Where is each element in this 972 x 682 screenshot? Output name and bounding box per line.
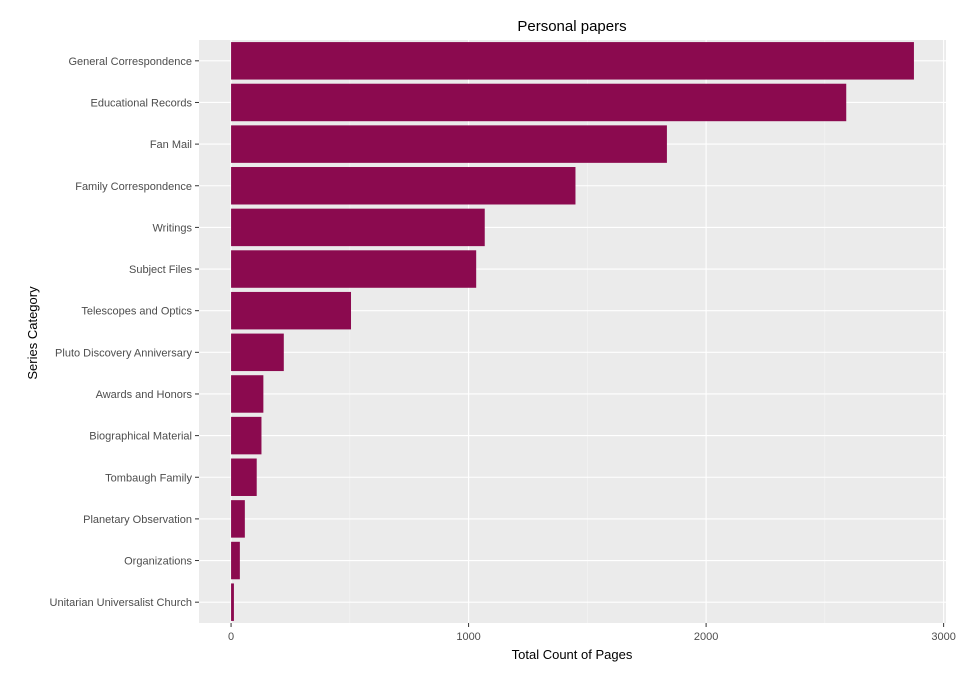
bar bbox=[231, 375, 264, 413]
bar bbox=[231, 83, 847, 122]
y-tick-label: Subject Files bbox=[129, 264, 192, 276]
bar bbox=[231, 458, 257, 496]
y-tick-label: Planetary Observation bbox=[83, 514, 192, 526]
bar bbox=[231, 250, 477, 288]
x-tick-label: 2000 bbox=[694, 631, 718, 643]
bar bbox=[231, 208, 485, 247]
y-tick-label: Awards and Honors bbox=[96, 389, 193, 401]
y-tick-label: Fan Mail bbox=[150, 139, 192, 151]
y-tick-label: Writings bbox=[152, 222, 192, 234]
x-axis-ticks: 0 1000 2000 3000 bbox=[228, 623, 956, 643]
x-axis-title: Total Count of Pages bbox=[512, 647, 633, 662]
bar bbox=[231, 291, 352, 330]
bar bbox=[231, 167, 576, 205]
bar bbox=[231, 541, 240, 580]
y-tick-label: Organizations bbox=[124, 556, 192, 568]
y-axis-ticks: General Correspondence Educational Record… bbox=[50, 56, 199, 609]
y-tick-label: Telescopes and Optics bbox=[81, 306, 192, 318]
y-tick-label: Pluto Discovery Anniversary bbox=[55, 347, 192, 359]
x-tick-label: 1000 bbox=[456, 631, 480, 643]
bar bbox=[231, 42, 914, 80]
chart-title: Personal papers bbox=[517, 18, 626, 35]
x-tick-label: 3000 bbox=[931, 631, 955, 643]
bar bbox=[231, 583, 234, 621]
y-tick-label: Educational Records bbox=[90, 97, 192, 109]
y-axis-title: Series Category bbox=[25, 286, 40, 380]
y-tick-label: Biographical Material bbox=[89, 431, 192, 443]
y-tick-label: General Correspondence bbox=[68, 56, 192, 68]
bar bbox=[231, 500, 245, 538]
bar bbox=[231, 125, 667, 163]
bars bbox=[231, 42, 914, 621]
y-tick-label: Tombaugh Family bbox=[105, 472, 192, 484]
y-tick-label: Unitarian Universalist Church bbox=[50, 597, 192, 609]
bar bbox=[231, 416, 262, 455]
x-tick-label: 0 bbox=[228, 631, 234, 643]
y-tick-label: Family Correspondence bbox=[75, 181, 192, 193]
bar bbox=[231, 333, 284, 372]
